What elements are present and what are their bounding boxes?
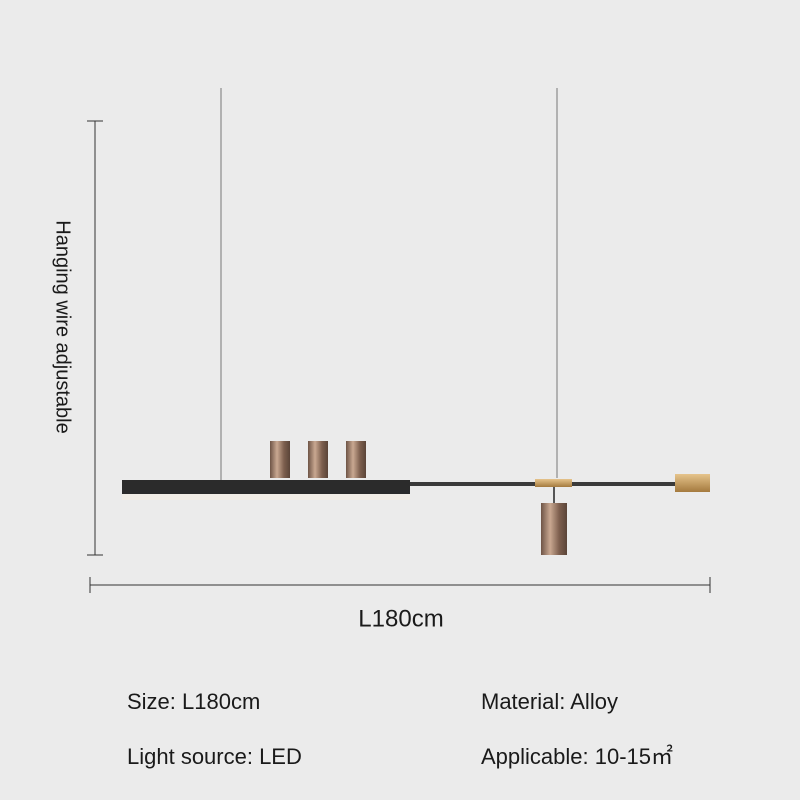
height-label: Hanging wire adjustable: [52, 220, 74, 433]
spec-material: Material: Alloy: [481, 689, 618, 714]
spec-applicable: Applicable: 10-15㎡: [481, 744, 673, 769]
spec-size: Size: L180cm: [127, 689, 260, 714]
length-label: L180cm: [358, 605, 443, 632]
lamp: [122, 88, 710, 555]
spec-light-source: Light source: LED: [127, 744, 302, 769]
length-dimension: [89, 577, 711, 593]
height-dimension: [87, 120, 103, 556]
